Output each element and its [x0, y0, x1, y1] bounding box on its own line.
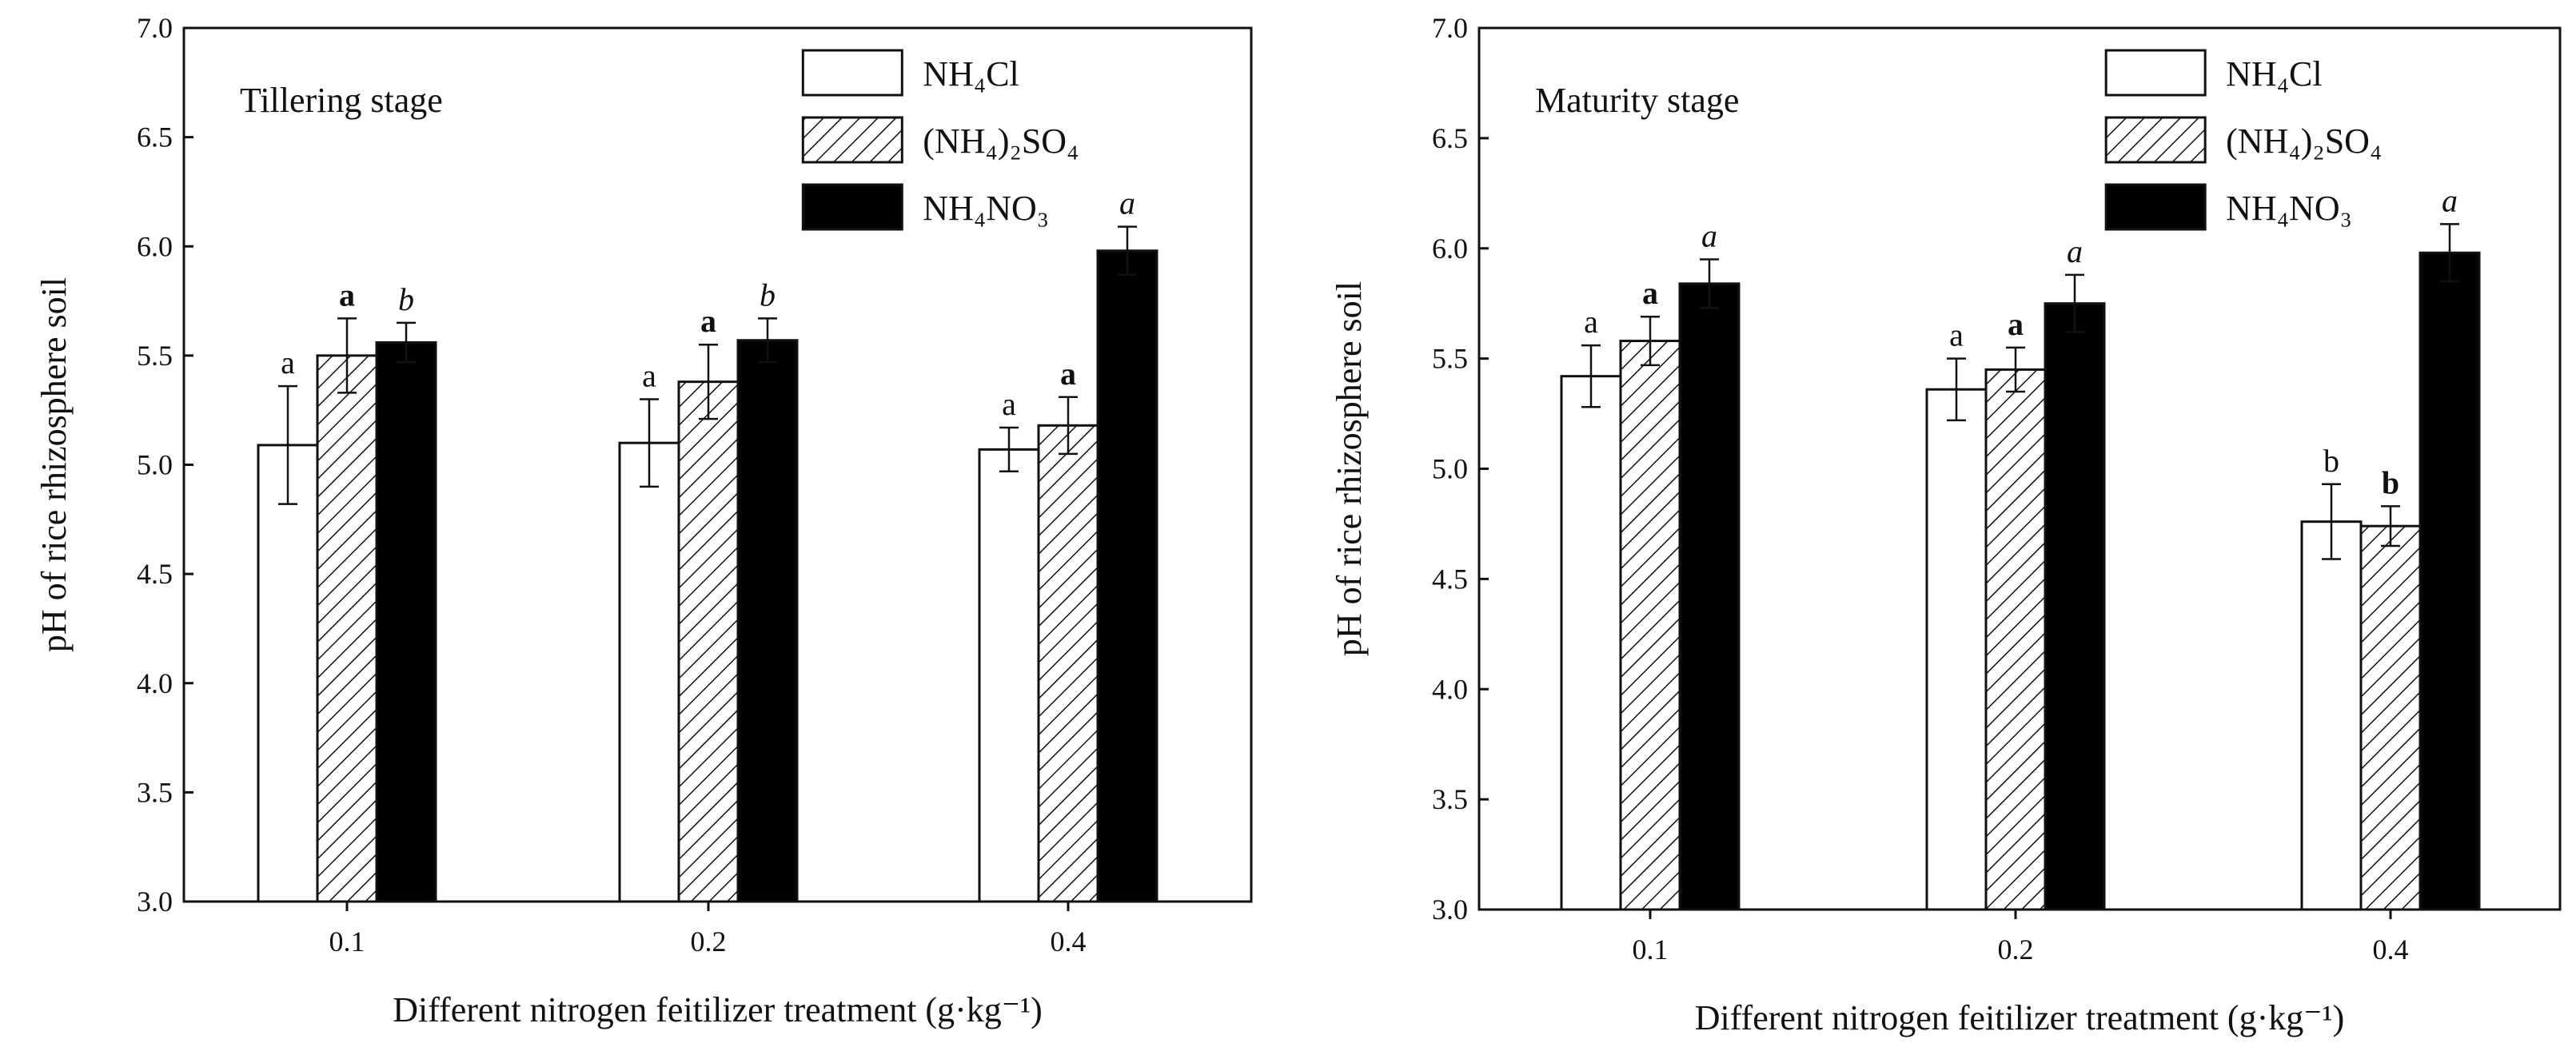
significance-label: a: [642, 358, 656, 394]
significance-label: b: [760, 277, 776, 313]
significance-label: a: [2067, 233, 2083, 269]
y-tick-label: 7.0: [137, 12, 173, 44]
legend-swatch-open: [2104, 49, 2207, 97]
bar-hatch: [316, 354, 378, 903]
bar-open: [1560, 375, 1622, 911]
stage-label: Tillering stage: [240, 81, 443, 120]
y-tick-label: 4.5: [137, 558, 173, 590]
x-tick-label: 0.2: [1998, 934, 2034, 965]
bar-solid: [2044, 302, 2106, 911]
y-tick-label: 3.0: [137, 886, 173, 918]
bar-solid: [2418, 251, 2481, 911]
significance-label: b: [398, 281, 414, 317]
tillering-stage-panel: 3.0 3.5 4.0 4.5 5.0 5.5 6.0 6.5 7.0 0.1 0.2 0.4 pH o…: [34, 12, 1253, 1029]
bar-open: [2300, 520, 2363, 911]
y-tick-label: 5.5: [1432, 343, 1468, 375]
y-axis-title: pH of rice rhizosphere soil: [1330, 281, 1369, 656]
bar-solid: [736, 339, 799, 903]
legend-swatch-hatch: [2104, 116, 2207, 164]
significance-label: a: [2008, 306, 2024, 342]
legend-label: NH₄NO₃: [2226, 189, 2352, 228]
x-tick-label: 0.4: [1051, 926, 1087, 957]
y-axis-title: pH of rice rhizosphere soil: [34, 277, 74, 652]
y-tick-label: 4.5: [1432, 563, 1468, 595]
legend-label: (NH₄)₂SO₄: [2226, 121, 2382, 161]
significance-label: a: [1119, 185, 1135, 221]
bar-hatch: [1619, 340, 1681, 911]
significance-label: a: [1949, 317, 1964, 353]
bar-hatch: [2359, 524, 2422, 911]
y-tick-label: 5.5: [137, 340, 173, 372]
y-tick-label: 4.0: [1432, 673, 1468, 705]
y-tick-label: 5.0: [1432, 453, 1468, 485]
legend-label: (NH₄)₂SO₄: [923, 121, 1079, 161]
significance-label: a: [1642, 275, 1658, 311]
y-tick-label: 3.0: [1432, 894, 1468, 926]
legend-swatch-solid: [801, 183, 903, 231]
significance-label: a: [1060, 356, 1076, 392]
legend-swatch-solid: [2104, 183, 2207, 231]
bar-hatch: [1984, 368, 2047, 911]
bar-open: [978, 448, 1040, 903]
bar-hatch: [1037, 424, 1099, 903]
significance-label: a: [700, 303, 716, 339]
significance-label: a: [339, 277, 355, 313]
significance-label: a: [281, 344, 295, 380]
y-tick-label: 6.5: [1432, 122, 1468, 154]
x-tick-label: 0.4: [2373, 934, 2409, 965]
x-tick-label: 0.1: [1633, 934, 1669, 965]
significance-label: a: [1701, 218, 1717, 254]
significance-label: a: [2442, 182, 2458, 218]
y-tick-label: 5.0: [137, 449, 173, 481]
legend-label: NH₄Cl: [2226, 54, 2322, 94]
y-tick-label: 6.5: [137, 121, 173, 153]
y-tick-label: 3.5: [1432, 783, 1468, 815]
bar-open: [1925, 388, 1988, 911]
y-tick-label: 4.0: [137, 667, 173, 699]
bar-hatch: [677, 380, 740, 903]
maturity-stage-panel: 3.0 3.5 4.0 4.5 5.0 5.5 6.0 6.5 7.0 0.1 0.2 0.4 pH o…: [1330, 12, 2562, 1037]
bar-solid: [1678, 282, 1741, 911]
significance-label: b: [2382, 464, 2399, 500]
significance-label: a: [1002, 386, 1016, 422]
legend-label: NH₄NO₃: [923, 189, 1049, 228]
legend-label: NH₄Cl: [923, 54, 1019, 94]
bar-open: [257, 444, 319, 903]
x-axis-title: Different nitrogen feitilizer treatment …: [1695, 998, 2345, 1037]
x-axis-title: Different nitrogen feitilizer treatment …: [393, 990, 1043, 1029]
x-tick-label: 0.1: [329, 926, 365, 957]
stage-label: Maturity stage: [1535, 81, 1739, 120]
y-tick-label: 6.0: [137, 230, 173, 262]
legend-swatch-hatch: [801, 116, 903, 164]
bar-open: [618, 441, 680, 903]
y-tick-label: 7.0: [1432, 12, 1468, 44]
bar-solid: [375, 340, 437, 903]
significance-label: a: [1584, 304, 1598, 340]
y-tick-label: 6.0: [1432, 233, 1468, 265]
legend-swatch-open: [801, 49, 903, 97]
x-tick-label: 0.2: [691, 926, 727, 957]
y-tick-label: 3.5: [137, 776, 173, 808]
significance-label: b: [2323, 443, 2339, 479]
bar-solid: [1096, 249, 1158, 903]
